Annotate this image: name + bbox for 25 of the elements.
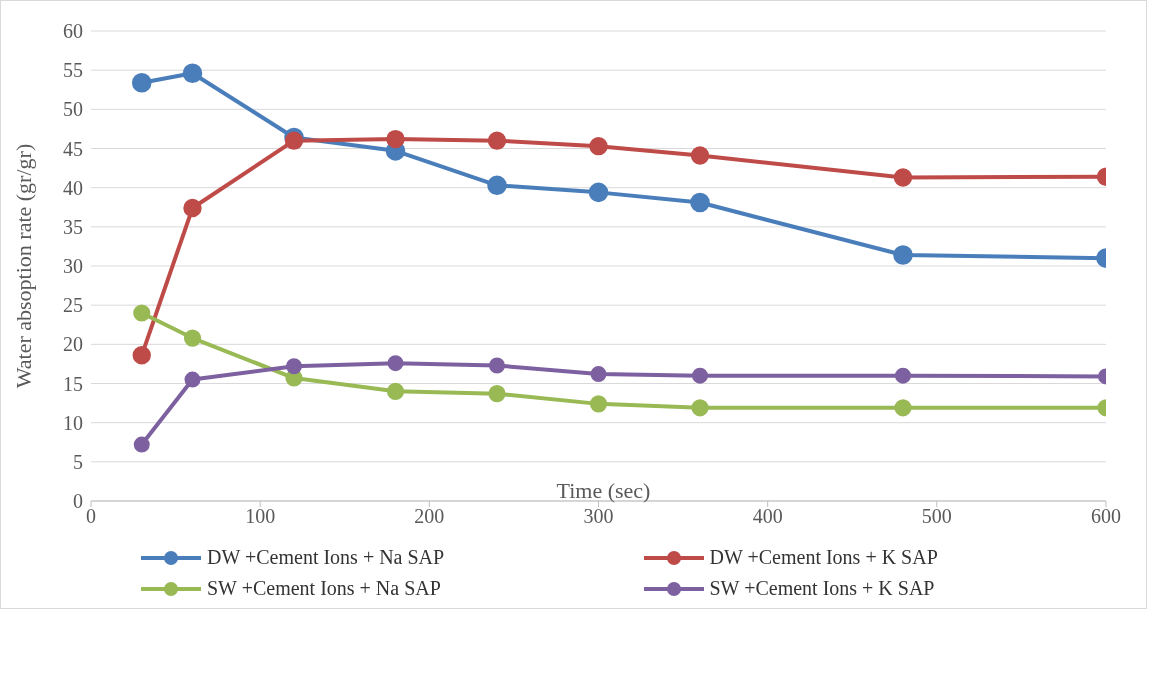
x-tick-label: 600 (1091, 505, 1121, 528)
y-tick-label: 15 (63, 372, 83, 395)
y-tick-label: 10 (63, 411, 83, 434)
legend-label: SW +Cement Ions + K SAP (709, 577, 935, 600)
y-tick-label: 20 (63, 333, 83, 356)
x-tick-label: 400 (752, 505, 783, 528)
x-tick-label: 200 (414, 505, 445, 528)
y-tick-label: 60 (63, 20, 83, 43)
y-axis-title: Water absoption rate (gr/gr) (10, 143, 36, 389)
y-tick-label: 40 (63, 176, 83, 199)
legend-label: SW +Cement Ions + Na SAP (207, 577, 441, 600)
y-tick-label: 0 (73, 490, 83, 513)
x-tick-label: 100 (245, 505, 276, 528)
y-tick-label: 5 (73, 450, 83, 473)
y-tick-label: 30 (63, 255, 83, 278)
x-tick-label: 500 (921, 505, 952, 528)
x-tick-label: 300 (583, 505, 614, 528)
y-tick-label: 55 (63, 59, 83, 82)
y-tick-label: 35 (63, 215, 83, 238)
legend-label: DW +Cement Ions + K SAP (709, 546, 938, 569)
y-tick-label: 45 (63, 137, 83, 160)
y-tick-label: 50 (63, 98, 83, 121)
legend-label: DW +Cement Ions + Na SAP (207, 546, 445, 569)
x-axis-title: Time (sec) (556, 478, 651, 503)
y-tick-label: 25 (63, 294, 83, 317)
